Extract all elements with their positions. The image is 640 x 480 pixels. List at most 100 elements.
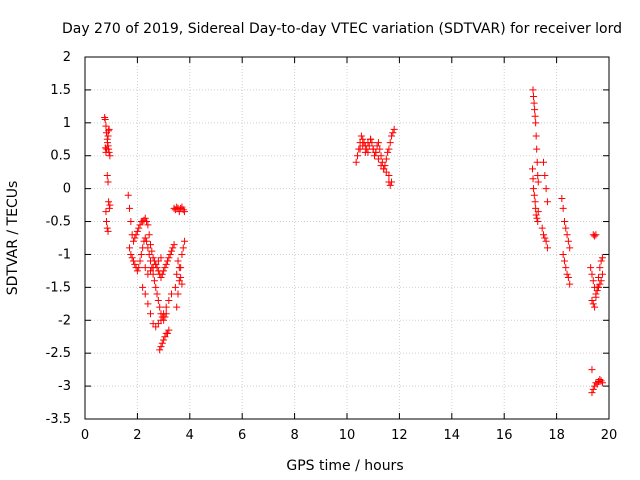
y-tick-label: -1.5 (46, 280, 71, 295)
data-point (171, 283, 179, 291)
data-point (170, 241, 178, 249)
data-point (165, 297, 173, 305)
data-point (156, 346, 164, 354)
data-point (131, 260, 139, 268)
data-point (152, 283, 160, 291)
data-point (543, 244, 551, 252)
data-point (103, 171, 111, 179)
data-point (101, 116, 109, 124)
data-point (359, 142, 367, 150)
y-tick-label: -2.5 (46, 346, 71, 361)
data-point (141, 264, 149, 272)
data-point (154, 297, 162, 305)
data-point (532, 132, 540, 140)
data-point (543, 198, 551, 206)
data-point (133, 227, 141, 235)
data-point (103, 224, 111, 232)
data-point (160, 336, 168, 344)
data-point (530, 191, 538, 199)
data-point (132, 231, 140, 239)
data-point (367, 135, 375, 143)
data-point (562, 264, 570, 272)
axis-ticks: 0 2 4 6 8 10 12 14 16 18 20 2 1.5 1 0.5 0 -0.5 -1 -1.5 -2 -2… (46, 50, 618, 443)
data-point (598, 254, 606, 262)
data-point (588, 297, 596, 305)
data-point (143, 237, 151, 245)
grid (85, 57, 609, 419)
data-point (541, 234, 549, 242)
data-point (157, 254, 165, 262)
data-point (533, 145, 541, 153)
data-point (181, 237, 189, 245)
data-point (541, 171, 549, 179)
data-point (361, 148, 369, 156)
data-point (385, 145, 393, 153)
series-arc-18.3h (558, 195, 574, 288)
data-point (563, 270, 571, 278)
data-point (564, 237, 572, 245)
x-tick-label: 4 (186, 428, 194, 443)
data-point (532, 119, 540, 127)
data-point (136, 257, 144, 265)
data-point (133, 267, 141, 275)
data-point (374, 155, 382, 163)
data-point (587, 264, 595, 272)
data-point (165, 254, 173, 262)
x-tick-label: 12 (391, 428, 408, 443)
data-point (597, 257, 605, 265)
x-axis-title: GPS time / hours (286, 458, 403, 474)
data-point (531, 106, 539, 114)
data-point (156, 303, 164, 311)
data-point (592, 231, 600, 239)
data-point (530, 99, 538, 107)
data-point (542, 237, 550, 245)
data-point (529, 86, 537, 94)
data-point (559, 204, 567, 212)
x-tick-label: 0 (81, 428, 89, 443)
data-point (160, 310, 168, 318)
data-point (372, 148, 380, 156)
data-point (157, 273, 165, 281)
data-point (145, 250, 153, 258)
data-point (173, 303, 181, 311)
data-point (598, 270, 606, 278)
x-tick-label: 20 (601, 428, 618, 443)
data-point (376, 145, 384, 153)
data-point (591, 232, 599, 240)
series-arc-1.8h (124, 191, 178, 281)
data-point (178, 250, 186, 258)
data-point (595, 273, 603, 281)
y-tick-label: 2 (63, 50, 71, 65)
data-point (542, 185, 550, 193)
data-point (161, 264, 169, 272)
data-point (531, 198, 539, 206)
data-point (559, 250, 567, 258)
data-point (129, 237, 137, 245)
data-point (390, 125, 398, 133)
y-tick-label: -1 (58, 247, 71, 262)
data-point (106, 152, 114, 160)
series-arc-2.9h (156, 326, 173, 354)
data-point (127, 250, 135, 258)
x-tick-label: 18 (548, 428, 565, 443)
data-point (153, 290, 161, 298)
data-point (534, 208, 542, 216)
data-point (589, 277, 597, 285)
data-point (139, 283, 147, 291)
data-point (102, 218, 110, 226)
y-tick-label: -0.5 (46, 215, 71, 230)
data-point (127, 218, 135, 226)
data-point (588, 270, 596, 278)
data-point (357, 132, 365, 140)
data-point (164, 257, 172, 265)
data-point (560, 218, 568, 226)
data-point (104, 139, 112, 147)
data-point (141, 214, 149, 222)
series-arc-17.5h (538, 158, 551, 252)
data-point (158, 339, 166, 347)
chart-title: Day 270 of 2019, Sidereal Day-to-day VTE… (62, 21, 622, 37)
data-point (374, 139, 382, 147)
data-point (359, 135, 367, 143)
data-point (150, 277, 158, 285)
data-point (384, 148, 392, 156)
